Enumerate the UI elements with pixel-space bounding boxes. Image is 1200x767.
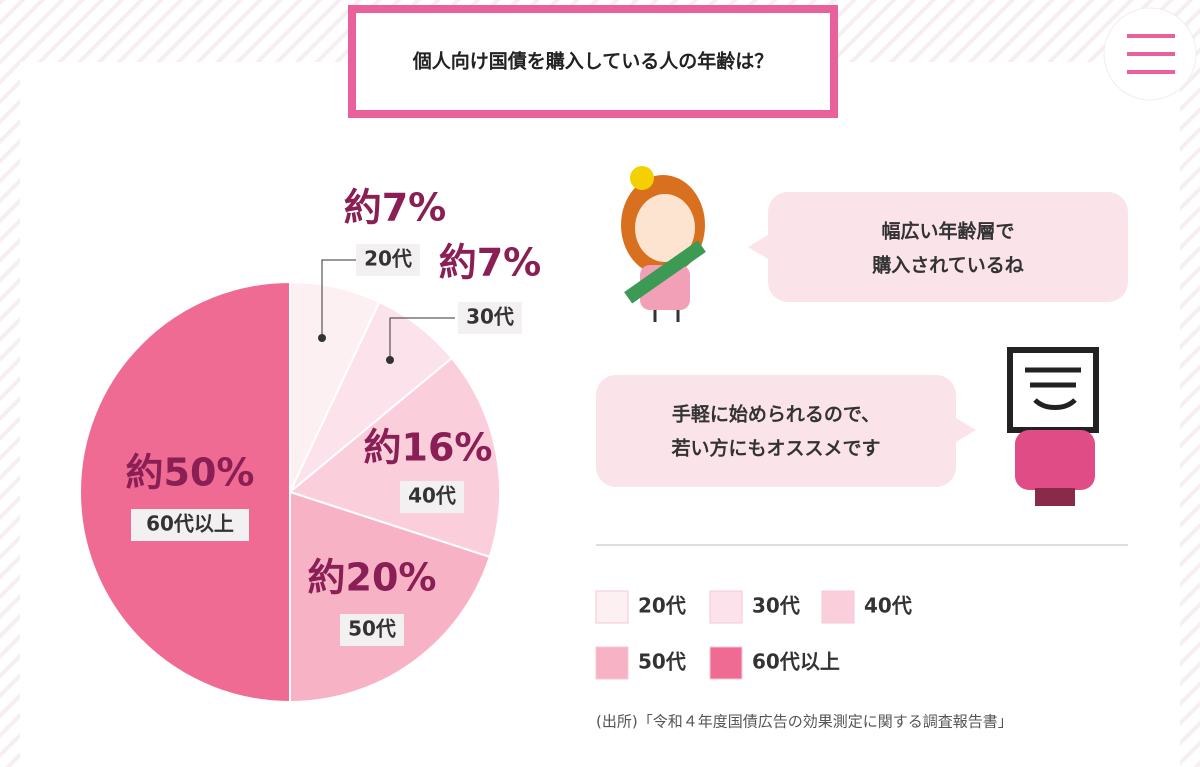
girl-character xyxy=(621,166,706,322)
bubble-tail xyxy=(748,235,768,259)
value-label: 約16% xyxy=(364,426,493,470)
bubble-tail xyxy=(956,418,976,442)
pie-slice xyxy=(289,490,491,704)
leader-line xyxy=(321,259,356,338)
category-label: 40代 xyxy=(408,484,456,508)
label-tag xyxy=(340,614,404,646)
label-tag xyxy=(458,302,522,334)
value-label: 約7% xyxy=(439,241,542,285)
category-label: 20代 xyxy=(364,247,412,271)
menu-bar[interactable] xyxy=(1127,52,1175,56)
menu-bar[interactable] xyxy=(1127,34,1175,38)
legend-swatch xyxy=(595,590,629,624)
legend-label: 60代以上 xyxy=(752,650,840,674)
bubble-text: 幅広い年齢層で xyxy=(881,220,1014,243)
label-tag xyxy=(356,244,420,276)
bubble-text: 手軽に始められるので、 xyxy=(672,403,880,426)
value-label: 約20% xyxy=(308,556,437,600)
leader-dot xyxy=(386,356,394,364)
legend-swatch xyxy=(821,590,855,624)
menu-bar[interactable] xyxy=(1127,70,1175,74)
box-character xyxy=(1007,347,1099,506)
legend-label: 40代 xyxy=(864,594,912,618)
category-label: 50代 xyxy=(348,617,396,641)
bubble-text: 若い方にもオススメです xyxy=(671,437,880,460)
legend-label: 30代 xyxy=(752,594,800,618)
bubble-text: 購入されているね xyxy=(872,254,1023,277)
pie-slice xyxy=(79,280,291,704)
source: (出所)「令和４年度国債広告の効果測定に関する調査報告書」 xyxy=(596,713,1013,731)
title: 個人向け国債を購入している人の年齢は？ xyxy=(412,50,773,73)
legend-swatch xyxy=(595,646,629,680)
menu-button[interactable] xyxy=(1103,7,1197,101)
leader-line xyxy=(389,317,455,360)
value-label: 約7% xyxy=(344,186,447,230)
legend-swatch xyxy=(709,590,743,624)
value-label: 約50% xyxy=(126,451,255,495)
title-box xyxy=(348,5,838,118)
category-label: 30代 xyxy=(466,305,514,329)
bubble xyxy=(596,375,956,487)
label-tag xyxy=(131,509,249,541)
label-tag xyxy=(400,481,464,513)
leader-dot xyxy=(318,334,326,342)
legend-label: 50代 xyxy=(638,650,686,674)
category-label: 60代以上 xyxy=(146,512,234,536)
bubble xyxy=(768,192,1128,302)
legend-swatch xyxy=(709,646,743,680)
legend-label: 20代 xyxy=(638,594,686,618)
